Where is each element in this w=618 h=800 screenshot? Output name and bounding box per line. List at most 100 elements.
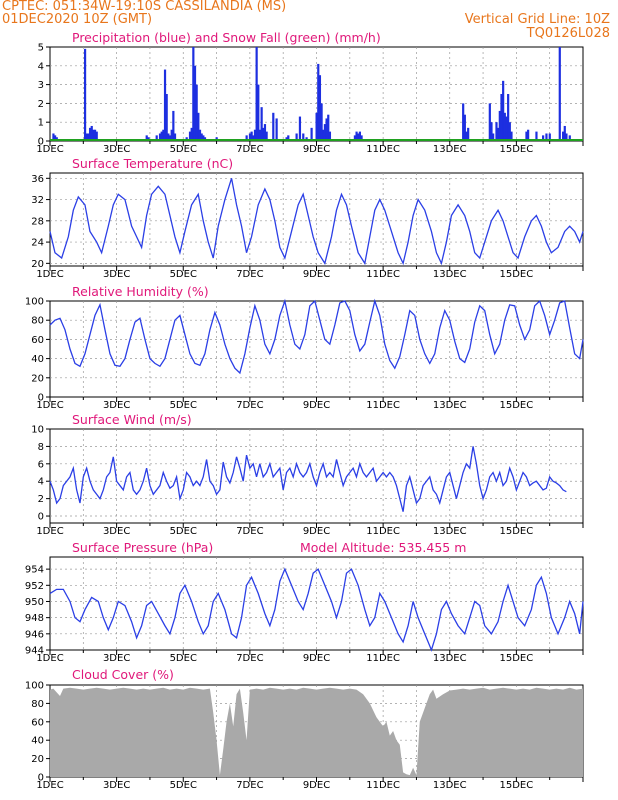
wind-ytick-label: 2 <box>38 494 44 505</box>
precip-bar <box>245 135 248 141</box>
pres-ytick-label: 944 <box>25 646 44 657</box>
station-title: CPTEC: 051:34W-19:10S CASSILANDIA (MS) <box>2 0 287 14</box>
cloud-xtick-label: 1DEC <box>36 780 63 791</box>
precip-bar <box>525 131 528 141</box>
cloud-title: Cloud Cover (%) <box>72 667 174 682</box>
wind-xtick-label: 9DEC <box>303 526 330 537</box>
pres-ytick-label: 950 <box>25 597 44 608</box>
rh-ytick-label: 100 <box>25 297 44 308</box>
chart-header: CPTEC: 051:34W-19:10S CASSILANDIA (MS) 0… <box>0 0 618 41</box>
precip-bar <box>508 122 511 141</box>
precip-bar <box>162 129 165 141</box>
pres-ytick-label: 954 <box>25 565 44 576</box>
precip-bar <box>167 133 170 141</box>
precip-bar <box>202 135 205 141</box>
temp-xtick-label: 11DEC <box>366 269 400 280</box>
precip-xtick-label: 9DEC <box>303 144 330 155</box>
precip-bar <box>462 103 465 141</box>
precip-bar <box>495 122 498 141</box>
precip-xtick-label: 7DEC <box>236 144 263 155</box>
precip-bar <box>568 135 571 141</box>
precip-bar <box>317 63 320 141</box>
cloud-ytick-label: 100 <box>25 681 44 692</box>
precip-bar <box>262 127 265 141</box>
wind-series-line <box>49 446 567 512</box>
precip-bar <box>320 103 323 141</box>
precip-bar <box>510 131 513 141</box>
precip-bar <box>500 94 503 141</box>
precip-bar <box>315 112 318 141</box>
precip-bar <box>325 118 328 141</box>
temp-ytick-label: 36 <box>31 174 44 185</box>
temp-xtick-label: 15DEC <box>500 269 534 280</box>
precip-ytick-label: 3 <box>38 80 44 91</box>
precip-bar <box>250 131 253 141</box>
temp-xtick-label: 1DEC <box>36 269 63 280</box>
precip-bar <box>197 112 200 141</box>
pres-xtick-label: 3DEC <box>103 653 130 664</box>
precip-bar <box>490 122 493 141</box>
wind-xtick-label: 5DEC <box>170 526 197 537</box>
cloud-xtick-label: 3DEC <box>103 780 130 791</box>
precip-ytick-label: 0 <box>38 137 44 148</box>
precip-bar <box>558 47 561 141</box>
precip-bar <box>160 131 163 141</box>
precip-bar <box>265 131 268 141</box>
wind-xtick-label: 13DEC <box>433 526 467 537</box>
temp-ytick-label: 28 <box>31 216 44 227</box>
cloud-ytick-label: 0 <box>38 773 44 784</box>
precip-bar <box>565 133 568 141</box>
precip-bar <box>562 131 565 141</box>
precip-bar <box>358 131 362 141</box>
precip-title: Precipitation (blue) and Snow Fall (gree… <box>72 30 381 45</box>
rh-title: Relative Humidity (%) <box>72 284 209 299</box>
precip-bar <box>503 112 506 141</box>
precip-bar <box>255 47 258 141</box>
precip-bar <box>322 129 325 141</box>
precip-bar <box>498 110 501 141</box>
temp-xtick-label: 9DEC <box>303 269 330 280</box>
pres-xtick-label: 1DEC <box>36 653 63 664</box>
precip-xtick-label: 5DEC <box>170 144 197 155</box>
pres-xtick-label: 15DEC <box>500 653 534 664</box>
precip-bar <box>168 135 172 141</box>
precip-bar <box>88 127 92 141</box>
precip-bar <box>353 135 357 141</box>
precip-bar <box>190 127 193 141</box>
precip-bar <box>542 135 545 141</box>
precip-bar <box>323 124 327 141</box>
precip-bar <box>488 103 491 141</box>
precip-bar <box>85 133 88 141</box>
precip-bar <box>287 135 290 141</box>
cloud-ytick-label: 40 <box>31 736 44 747</box>
precip-bar <box>155 135 158 141</box>
pres-xtick-label: 13DEC <box>433 653 467 664</box>
precip-bar <box>188 131 192 141</box>
precip-bar <box>295 133 298 141</box>
precip-bar <box>92 129 95 141</box>
model-code: TQ0126L028 <box>526 26 610 41</box>
precip-ytick-label: 1 <box>38 118 44 129</box>
run-date: 01DEC2020 10Z (GMT) <box>2 12 153 27</box>
pres-ytick-label: 948 <box>25 613 44 624</box>
precip-bar <box>165 94 168 141</box>
rh-ytick-label: 60 <box>31 335 44 346</box>
precip-ytick-label: 5 <box>38 43 44 54</box>
temp-ytick-label: 24 <box>31 238 44 249</box>
pres-series-line <box>49 567 584 652</box>
temp-xtick-label: 3DEC <box>103 269 130 280</box>
precip-bar <box>505 116 508 141</box>
cloud-xtick-label: 7DEC <box>236 780 263 791</box>
temp-title: Surface Temperature (nC) <box>72 156 233 171</box>
precip-bar <box>52 133 55 141</box>
pres-xtick-label: 9DEC <box>303 653 330 664</box>
precip-bar <box>492 133 495 141</box>
precip-bar <box>545 133 548 141</box>
temp-xtick-label: 7DEC <box>236 269 263 280</box>
precip-xtick-label: 11DEC <box>366 144 400 155</box>
precip-bar <box>252 135 255 141</box>
precip-bar <box>465 131 468 141</box>
precip-bar <box>163 69 167 141</box>
precip-bar <box>355 131 358 141</box>
wind-xtick-label: 7DEC <box>236 526 263 537</box>
